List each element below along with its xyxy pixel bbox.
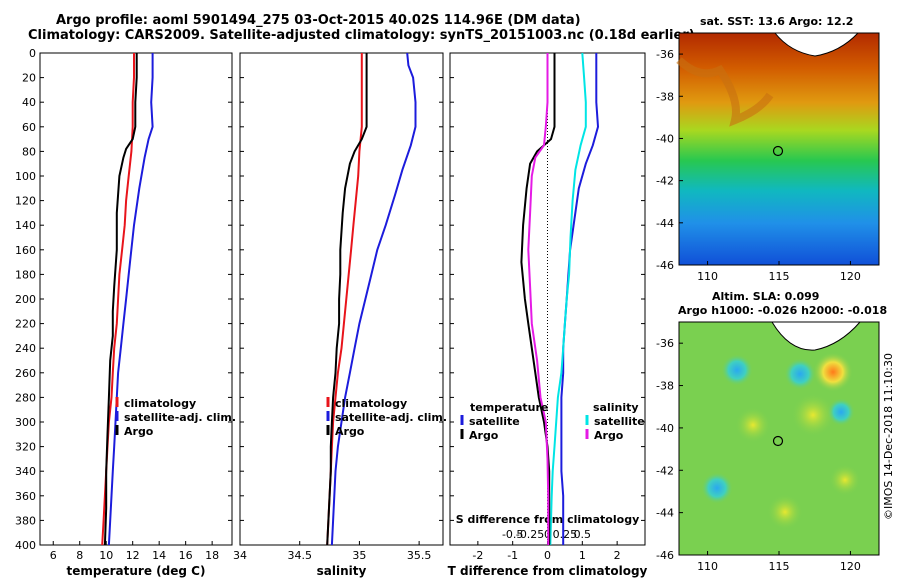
sla-map: [678, 321, 880, 556]
series-line: [520, 53, 556, 545]
lon-tick-label: 120: [840, 560, 861, 573]
title-line-2: Climatology: CARS2009. Satellite-adjuste…: [28, 28, 695, 43]
lat-tick-label: -46: [656, 259, 674, 272]
lat-tick-label: -38: [656, 90, 674, 103]
s-tick-label: -0.5: [502, 528, 523, 541]
series-line: [527, 53, 550, 545]
s-tick-label: 0.5: [574, 528, 592, 541]
lon-tick-label: 120: [840, 270, 861, 283]
y-tick-label: 160: [15, 244, 36, 257]
y-tick-label: 320: [15, 441, 36, 454]
y-tick-label: 220: [15, 318, 36, 331]
series-line: [103, 53, 138, 546]
lon-tick-label: 110: [697, 560, 718, 573]
argo-location-marker-sla: [772, 435, 784, 447]
legend-title-salinity: salinity: [593, 401, 639, 414]
x-tick-label: 34.5: [287, 549, 312, 562]
y-tick-label: 200: [15, 293, 36, 306]
y-tick-label: 180: [15, 268, 36, 281]
series-line: [107, 53, 154, 546]
legend-label: Argo: [335, 425, 365, 438]
sst-map-title: sat. SST: 13.6 Argo: 12.2: [700, 15, 854, 28]
y-tick-label: 100: [15, 170, 36, 183]
lat-tick-label: -40: [656, 422, 674, 435]
argo-location-marker-sst: [772, 145, 784, 157]
s-tick-label: -0.25: [516, 528, 544, 541]
panel-frame: [239, 52, 444, 546]
panel-salinity: 34 34.5 35 35.5 salinity climatologysatellite…: [233, 52, 447, 578]
legend-label: Argo: [594, 429, 624, 442]
x-axis-label: salinity: [317, 564, 367, 578]
x-axis-label: temperature (deg C): [67, 564, 206, 578]
lat-tick-label: -36: [656, 48, 674, 61]
y-tick-label: 140: [15, 219, 36, 232]
x-tick-label: 12: [126, 549, 140, 562]
y-tick-label: 40: [22, 96, 36, 109]
series-line: [326, 53, 368, 546]
legend-label: satellite: [469, 415, 520, 428]
legend-label: satellite-adj. clim.: [124, 411, 236, 424]
x-tick-label: 1: [579, 549, 586, 562]
lat-tick-label: -36: [656, 337, 674, 350]
x-tick-label: 8: [76, 549, 83, 562]
legend-label: climatology: [335, 397, 407, 410]
x-tick-label: 14: [152, 549, 166, 562]
lon-tick-label: 115: [769, 560, 790, 573]
legend-label: satellite: [594, 415, 645, 428]
y-tick-label: 240: [15, 342, 36, 355]
y-tick-label: 280: [15, 391, 36, 404]
x-tick-label: 0: [544, 549, 551, 562]
lat-tick-label: -46: [656, 549, 674, 562]
lat-tick-label: -44: [656, 507, 674, 520]
lat-tick-label: -40: [656, 132, 674, 145]
lat-tick-label: -38: [656, 380, 674, 393]
y-tick-label: 300: [15, 416, 36, 429]
x-axis-label: T difference from climatology: [448, 564, 648, 578]
x-tick-label: 35.5: [407, 549, 432, 562]
sst-map-axes: -36 -38 -40 -42 -44 -46 110 115 120: [656, 48, 861, 283]
legend-label: Argo: [124, 425, 154, 438]
x-tick-label: -1: [507, 549, 518, 562]
y-tick-label: 60: [22, 121, 36, 134]
y-tick-label: 340: [15, 465, 36, 478]
y-tick-label: 360: [15, 490, 36, 503]
title-line-1: Argo profile: aoml 5901494_275 03-Oct-20…: [56, 13, 581, 28]
lat-tick-label: -42: [656, 175, 674, 188]
y-tick-label: 260: [15, 367, 36, 380]
y-tick-label: 380: [15, 514, 36, 527]
x-tick-label: 34: [233, 549, 247, 562]
lat-tick-label: -44: [656, 217, 674, 230]
lon-tick-label: 115: [769, 270, 790, 283]
x-tick-label: 10: [99, 549, 113, 562]
y-tick-label: 20: [22, 72, 36, 85]
s-tick-label: 0.25: [553, 528, 578, 541]
sla-map-title: Altim. SLA: 0.099: [712, 290, 820, 303]
sla-argo-heights: Argo h1000: -0.026 h2000: -0.018: [678, 304, 888, 317]
y-tick-label: 400: [15, 539, 36, 552]
legend-label: Argo: [469, 429, 499, 442]
sla-map-axes: -36 -38 -40 -42 -44 -46 110 115 120: [656, 337, 861, 573]
x-tick-label: 6: [50, 549, 57, 562]
x-tick-label: -2: [472, 549, 483, 562]
panel-temperature: 0 20 40 60 80 100 120 140 160 180 200 220 240 260 280 3…: [15, 47, 236, 578]
legend-title-temperature: temperature: [470, 401, 548, 414]
y-tick-label: 0: [29, 47, 36, 60]
series-line: [330, 52, 417, 546]
x-tick-label: 2: [614, 549, 621, 562]
x-tick-label: 18: [205, 549, 219, 562]
x-tick-label: 35: [352, 549, 366, 562]
lat-tick-label: -42: [656, 464, 674, 477]
series-line: [549, 52, 587, 546]
y-tick-label: 80: [22, 145, 36, 158]
lon-tick-label: 110: [697, 270, 718, 283]
legend-label: satellite-adj. clim.: [335, 411, 447, 424]
legend-label: climatology: [124, 397, 196, 410]
sst-map: [676, 32, 880, 266]
x-tick-label: 16: [179, 549, 193, 562]
y-tick-label: 120: [15, 195, 36, 208]
